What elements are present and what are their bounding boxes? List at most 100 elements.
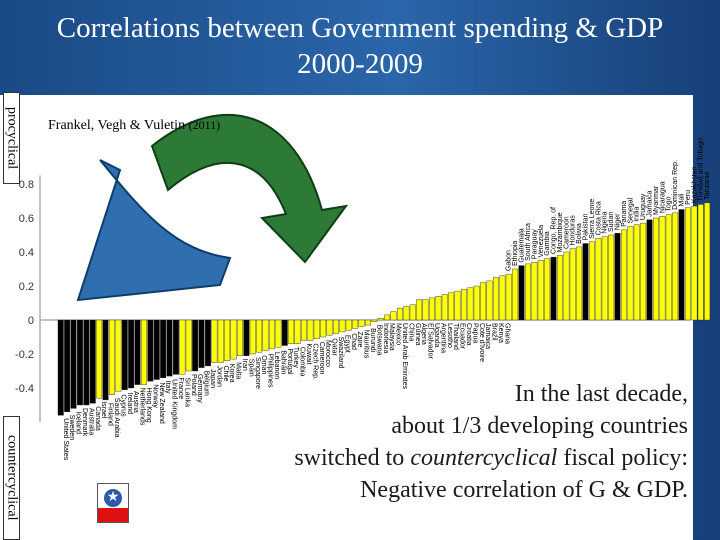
bar <box>339 319 346 333</box>
category-label: United States <box>62 418 69 461</box>
bar <box>204 319 211 367</box>
category-label: Algeria <box>420 323 427 345</box>
bar <box>646 219 653 321</box>
bar <box>589 241 595 321</box>
bar <box>115 319 122 392</box>
citation-names: Frankel, Vegh & Vuletin <box>48 118 186 133</box>
y-tick-label: 0 <box>28 315 34 327</box>
bar <box>352 319 359 329</box>
bar <box>499 275 506 321</box>
category-label: Singapore <box>254 357 261 389</box>
bar <box>525 263 531 321</box>
bar <box>256 319 263 353</box>
bar <box>301 319 307 341</box>
category-label: Dominican Rep. <box>672 160 679 210</box>
category-label: Tanzania <box>704 172 711 200</box>
category-label: Ecuador <box>459 323 466 350</box>
category-label: Paraguay <box>531 229 538 259</box>
category-label: Nigeria <box>602 211 609 233</box>
bar <box>601 236 608 321</box>
category-label: Zaire <box>356 332 363 348</box>
bar <box>397 307 403 321</box>
bar <box>108 319 115 396</box>
category-label: Denmark <box>81 408 88 437</box>
category-label: Jordan <box>215 366 222 388</box>
category-label: Niger <box>615 213 622 230</box>
bar <box>172 319 179 375</box>
bar <box>435 296 442 321</box>
category-label: Ireland <box>126 393 133 415</box>
bar <box>493 277 499 321</box>
bar <box>697 204 704 321</box>
category-label: Chad <box>350 333 357 350</box>
category-label: Egypt <box>343 335 350 353</box>
bar <box>518 265 525 321</box>
category-label: Belgium <box>203 371 210 396</box>
category-label: China <box>407 323 414 341</box>
category-label: Czech Rep. <box>311 343 318 380</box>
callout-line-3: switched to countercyclical fiscal polic… <box>294 445 688 471</box>
bar <box>313 319 320 339</box>
bar <box>333 319 339 334</box>
bar <box>377 318 384 321</box>
bar <box>614 233 621 321</box>
bar <box>185 319 192 372</box>
category-label: Pakistan <box>583 214 590 241</box>
category-label: Canada <box>94 406 101 431</box>
category-label: Uganda <box>433 323 440 348</box>
bar <box>448 292 455 321</box>
citation: Frankel, Vegh & Vuletin (2011) <box>48 118 220 134</box>
bar <box>179 319 186 375</box>
bar <box>345 319 352 331</box>
bar <box>557 255 563 321</box>
bar <box>275 319 282 348</box>
category-label: Croatia <box>465 323 472 346</box>
bar <box>422 299 429 321</box>
category-label: Sri Lanka <box>183 377 190 407</box>
category-label: El Salvador <box>427 323 434 359</box>
category-label: Chile <box>222 366 229 382</box>
category-label: Brazil <box>491 323 498 341</box>
category-label: Lebanon <box>273 352 280 379</box>
bar <box>320 319 327 338</box>
category-label: New Zealand <box>158 383 165 424</box>
y-tick-label: -0.4 <box>15 383 34 395</box>
bar <box>659 216 666 321</box>
bar <box>128 319 135 389</box>
bar <box>83 319 90 406</box>
category-label: Malaysia <box>388 323 395 351</box>
bar <box>633 224 640 321</box>
bar <box>384 314 391 321</box>
category-label: Venezuela <box>538 225 545 258</box>
flag-red-stripe <box>98 508 128 522</box>
category-label: Bahrain <box>279 350 286 374</box>
slide-title: Correlations between Government spending… <box>0 10 720 82</box>
category-label: Bolivia <box>576 223 583 244</box>
bar <box>685 207 691 321</box>
category-label: Morocco <box>324 340 331 367</box>
bar <box>371 319 378 322</box>
bar <box>249 319 256 355</box>
callout-line-1: In the last decade, <box>514 381 688 407</box>
bar <box>441 294 448 321</box>
bar <box>102 319 109 401</box>
bar <box>454 290 461 321</box>
bar <box>640 222 647 321</box>
category-label: Austria <box>132 391 139 413</box>
y-tick-label: -0.2 <box>15 349 34 361</box>
category-label: South Africa <box>525 223 532 261</box>
bar <box>192 319 199 372</box>
category-label: Hong Kong <box>145 388 152 423</box>
category-label: Peru <box>685 190 692 205</box>
category-label: Colombia <box>299 347 306 377</box>
title-line-2: 2000-2009 <box>297 48 423 80</box>
bar <box>365 319 371 326</box>
bar <box>621 229 627 321</box>
category-label: Qatar <box>331 338 338 356</box>
bar <box>691 205 698 321</box>
bar <box>211 319 218 363</box>
bar <box>140 319 147 385</box>
bar <box>147 319 154 382</box>
category-labels-group: United States Sweden Iceland Denmark Austral… <box>62 138 711 461</box>
